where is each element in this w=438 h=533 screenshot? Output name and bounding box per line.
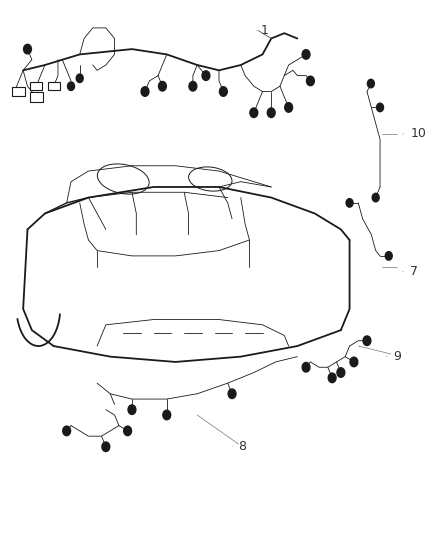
Circle shape	[346, 199, 353, 207]
Circle shape	[141, 87, 149, 96]
Circle shape	[307, 76, 314, 86]
Circle shape	[128, 405, 136, 415]
Circle shape	[124, 426, 131, 435]
Circle shape	[163, 410, 171, 419]
Circle shape	[250, 108, 258, 117]
Circle shape	[202, 71, 210, 80]
Bar	[30, 82, 42, 91]
Circle shape	[189, 82, 197, 91]
Circle shape	[385, 252, 392, 260]
Bar	[47, 82, 60, 91]
Circle shape	[367, 79, 374, 88]
Circle shape	[337, 368, 345, 377]
Circle shape	[302, 50, 310, 59]
Circle shape	[267, 108, 275, 117]
Circle shape	[24, 44, 32, 54]
Circle shape	[328, 373, 336, 383]
Circle shape	[102, 442, 110, 451]
Text: 10: 10	[410, 127, 426, 140]
Circle shape	[76, 74, 83, 83]
Circle shape	[285, 103, 293, 112]
Circle shape	[219, 87, 227, 96]
Circle shape	[159, 82, 166, 91]
Circle shape	[350, 357, 358, 367]
Circle shape	[363, 336, 371, 345]
Circle shape	[372, 193, 379, 202]
Bar	[30, 92, 43, 102]
Circle shape	[377, 103, 384, 112]
Bar	[12, 87, 25, 96]
Circle shape	[302, 362, 310, 372]
Circle shape	[228, 389, 236, 399]
Text: 9: 9	[393, 350, 401, 363]
Text: 7: 7	[410, 265, 418, 278]
Circle shape	[67, 82, 74, 91]
Circle shape	[63, 426, 71, 435]
Text: 1: 1	[260, 24, 268, 37]
Text: 8: 8	[239, 440, 247, 453]
